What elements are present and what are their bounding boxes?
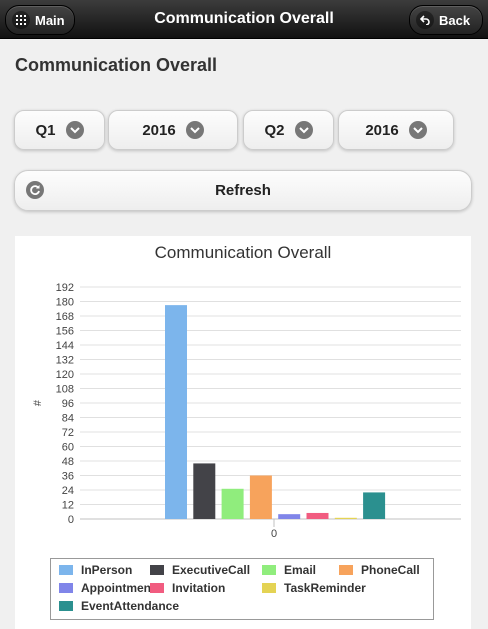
y-tick-label: 156 — [56, 326, 74, 338]
legend-swatch — [150, 583, 164, 593]
main-button[interactable]: Main — [5, 5, 75, 35]
header-bar: Main Communication Overall Back — [0, 0, 488, 39]
refresh-button[interactable]: Refresh — [14, 170, 472, 211]
legend-label: ExecutiveCall — [172, 563, 251, 577]
legend-item-taskreminder[interactable]: TaskReminder — [262, 581, 366, 595]
x-tick-label: 0 — [271, 528, 277, 540]
legend-label: Email — [284, 563, 317, 577]
legend-label: Invitation — [172, 581, 226, 595]
y-tick-label: 108 — [56, 384, 74, 396]
legend-item-phonecall[interactable]: PhoneCall — [339, 563, 420, 577]
chart-panel: Communication Overall 0 12 24 36 48 60 72 84 96 1… — [15, 236, 471, 629]
refresh-icon — [26, 181, 44, 199]
chevron-down-icon — [408, 121, 427, 139]
y-tick-label: 0 — [68, 514, 74, 526]
y-tick-label: 96 — [62, 398, 74, 410]
chevron-down-icon — [185, 121, 204, 139]
page-title: Communication Overall — [15, 55, 218, 75]
legend-swatch — [59, 583, 73, 593]
back-button[interactable]: Back — [409, 5, 483, 35]
chart-plot: 0 12 24 36 48 60 72 84 96 108 120 132 144 156 168 180 19… — [32, 282, 461, 540]
chart-title: Communication Overall — [154, 243, 332, 262]
y-tick-label: 60 — [62, 442, 74, 454]
refresh-label: Refresh — [215, 182, 271, 199]
y-tick-label: 84 — [62, 413, 74, 425]
from-year-value: 2016 — [142, 121, 176, 139]
y-tick-label: 168 — [56, 311, 74, 323]
y-axis-label: # — [32, 399, 44, 406]
legend-label: PhoneCall — [361, 563, 420, 577]
header-title: Communication Overall — [154, 10, 334, 27]
to-year-select[interactable]: 2016 — [338, 110, 454, 150]
legend-swatch — [262, 583, 276, 593]
y-tick-label: 144 — [56, 340, 74, 352]
y-tick-label: 192 — [56, 282, 74, 294]
back-arrow-icon — [416, 11, 434, 29]
y-tick-label: 72 — [62, 427, 74, 439]
to-quarter-value: Q2 — [264, 121, 285, 139]
bar-appointment[interactable] — [278, 514, 301, 519]
grid-icon — [12, 11, 30, 29]
y-tick-label: 132 — [56, 355, 74, 367]
legend-item-eventattendance[interactable]: EventAttendance — [59, 599, 179, 613]
back-button-label: Back — [439, 12, 471, 28]
y-tick-label: 120 — [56, 369, 74, 381]
from-quarter-select[interactable]: Q1 — [14, 110, 105, 150]
bar-inperson[interactable] — [165, 305, 187, 519]
legend-swatch — [59, 565, 73, 575]
y-tick-label: 180 — [56, 297, 74, 309]
y-tick-label: 36 — [62, 471, 74, 483]
legend-swatch — [59, 601, 73, 611]
from-quarter-value: Q1 — [35, 121, 56, 139]
legend-item-email[interactable]: Email — [262, 563, 316, 577]
legend-swatch — [339, 565, 353, 575]
legend-item-inperson[interactable]: InPerson — [59, 563, 132, 577]
y-tick-label: 24 — [62, 485, 74, 497]
chevron-down-icon — [294, 121, 313, 139]
legend-item-invitation[interactable]: Invitation — [150, 581, 225, 595]
legend-swatch — [262, 565, 276, 575]
to-year-value: 2016 — [365, 121, 399, 139]
legend-item-executivecall[interactable]: ExecutiveCall — [150, 563, 250, 577]
legend-label: TaskReminder — [284, 581, 366, 595]
to-quarter-select[interactable]: Q2 — [243, 110, 334, 150]
legend-item-appointment[interactable]: Appointment — [59, 581, 155, 595]
bar-invitation[interactable] — [306, 512, 329, 519]
bar-taskreminder[interactable] — [334, 517, 357, 519]
legend-label: Appointment — [81, 581, 155, 595]
bar-phonecall[interactable] — [249, 475, 272, 520]
main-button-label: Main — [35, 12, 65, 28]
chevron-down-icon — [65, 121, 84, 139]
bar-eventattendance[interactable] — [363, 492, 386, 519]
from-year-select[interactable]: 2016 — [108, 110, 238, 150]
y-tick-label: 48 — [62, 456, 74, 468]
bar-email[interactable] — [221, 488, 244, 519]
y-tick-label: 12 — [62, 500, 74, 512]
legend-swatch — [150, 565, 164, 575]
chart-legend: InPerson ExecutiveCall Email PhoneCall Appoi… — [50, 558, 434, 620]
legend-label: EventAttendance — [81, 599, 180, 613]
legend-label: InPerson — [81, 563, 133, 577]
bar-executivecall[interactable] — [193, 463, 216, 519]
